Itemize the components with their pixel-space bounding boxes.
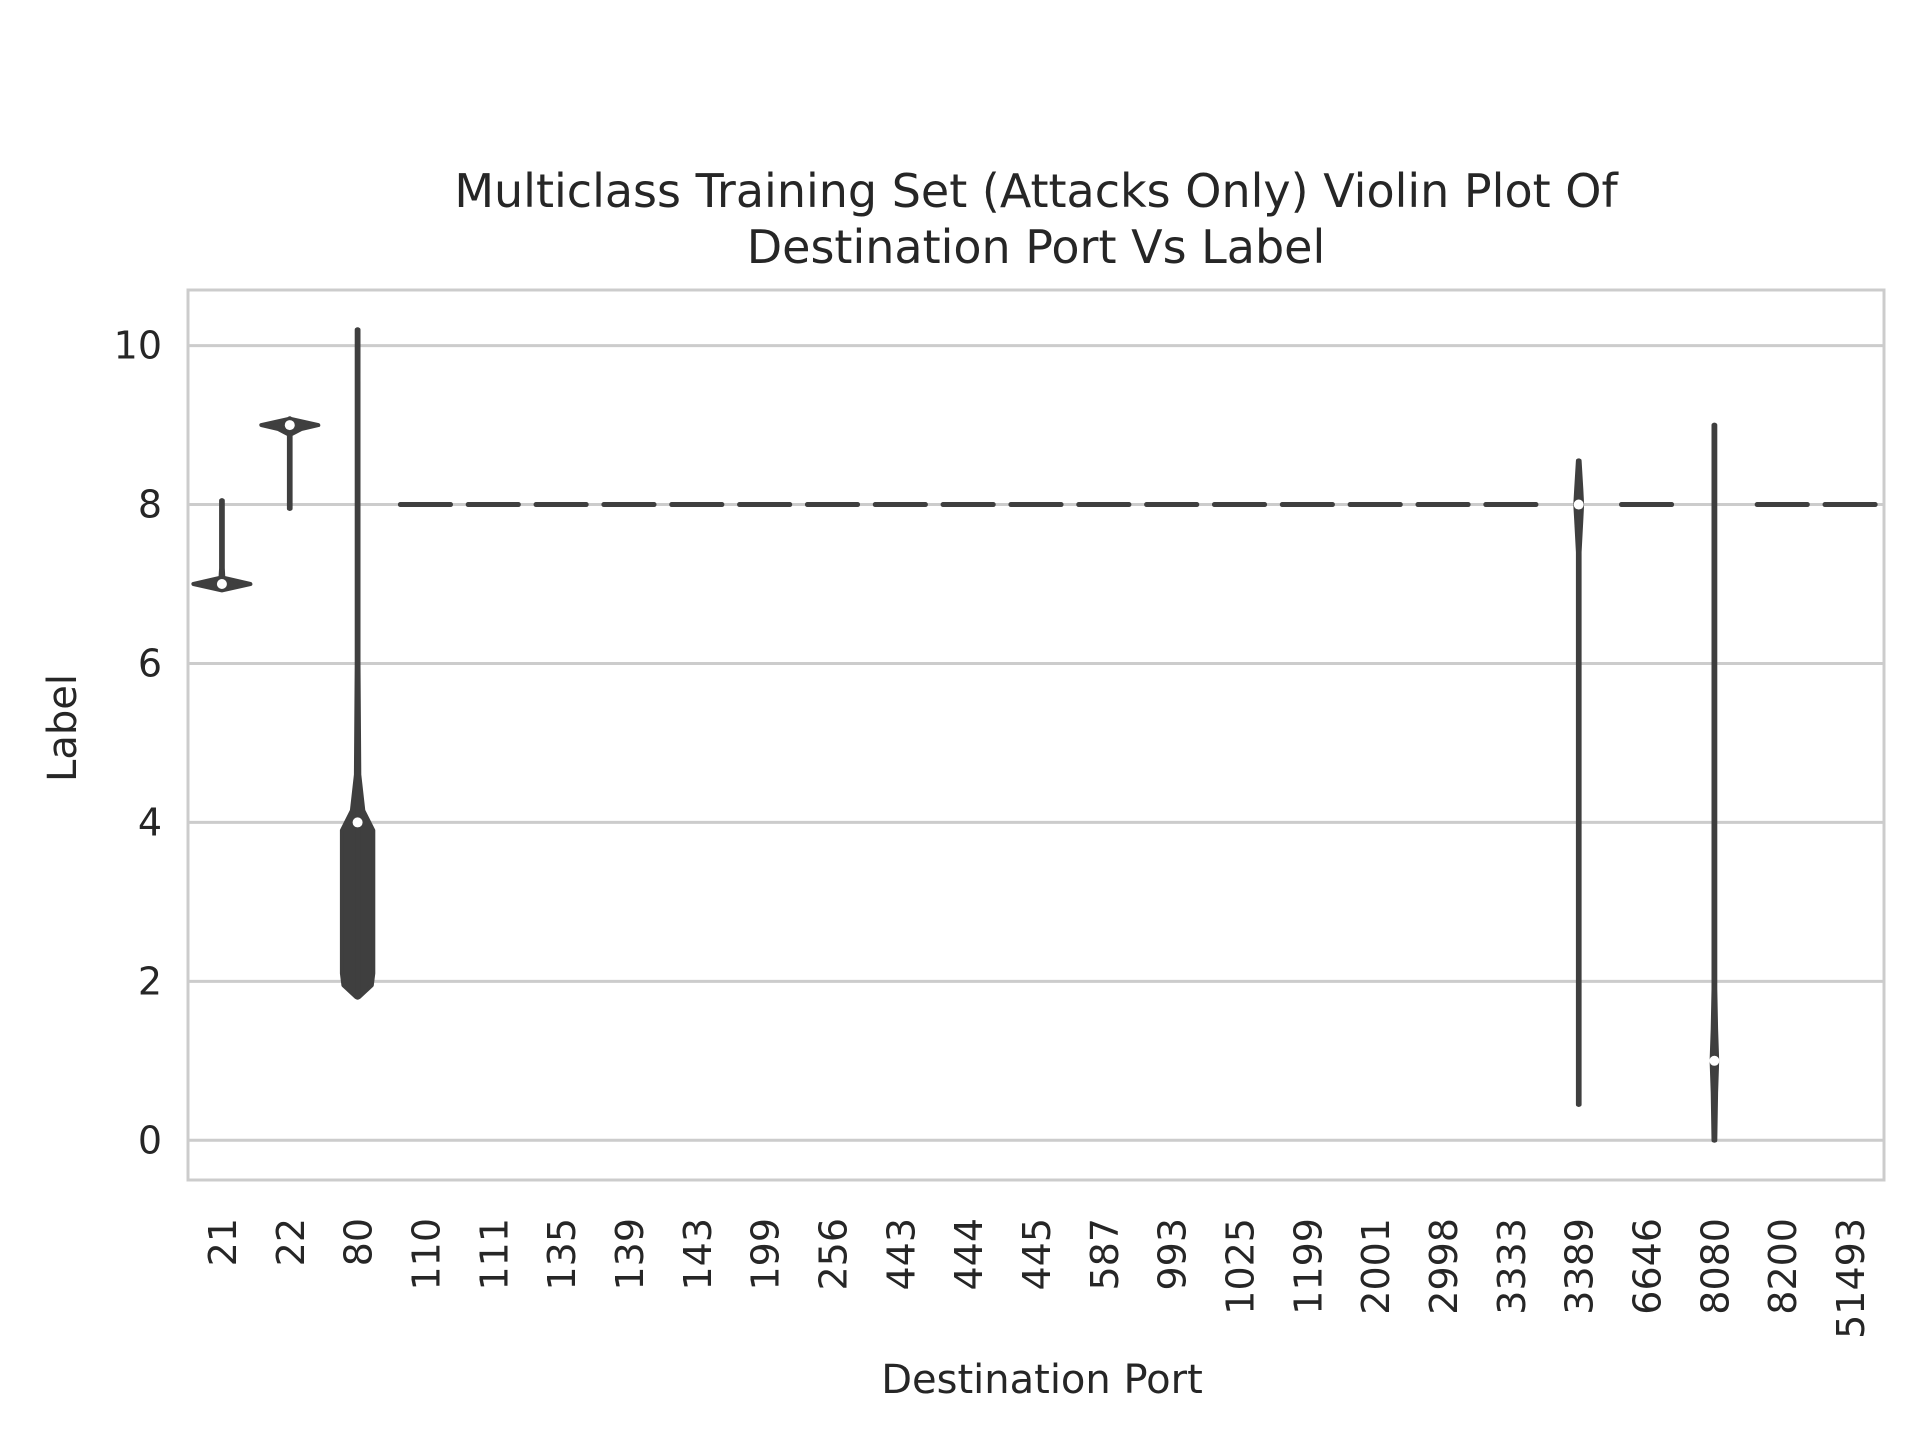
x-tick-label-6646: 6646 xyxy=(1626,1218,1670,1315)
y-axis-label: Label xyxy=(40,674,86,782)
x-tick-label-110: 110 xyxy=(404,1218,448,1291)
x-tick-labels: 21 22 80 110 111 135 139 143 199 256 443 444 445 587 9… xyxy=(201,1218,1873,1339)
violin-median-22 xyxy=(284,420,295,431)
x-tick-label-256: 256 xyxy=(811,1218,855,1291)
violin-median-21 xyxy=(216,579,227,590)
x-tick-label-80: 80 xyxy=(337,1218,381,1266)
plot-frame xyxy=(186,288,1886,1182)
x-tick-label-1025: 1025 xyxy=(1219,1218,1263,1315)
x-tick-label-8080: 8080 xyxy=(1693,1218,1737,1315)
x-tick-label-51493: 51493 xyxy=(1829,1218,1873,1339)
violin-22 xyxy=(259,416,321,512)
y-tick-label-2: 2 xyxy=(138,959,162,1003)
x-tick-label-2001: 2001 xyxy=(1354,1218,1398,1315)
x-tick-label-135: 135 xyxy=(540,1218,584,1291)
violin-3389 xyxy=(1573,458,1585,1108)
x-tick-label-22: 22 xyxy=(269,1218,313,1266)
y-tick-labels: 0 2 4 6 8 10 xyxy=(114,324,162,1163)
violin-8080 xyxy=(1709,422,1720,1143)
x-tick-label-3389: 3389 xyxy=(1558,1218,1602,1315)
x-tick-label-139: 139 xyxy=(608,1218,652,1291)
y-tick-label-10: 10 xyxy=(114,324,162,368)
y-tick-label-0: 0 xyxy=(138,1118,162,1162)
violin-median-3389 xyxy=(1573,499,1584,510)
x-tick-label-199: 199 xyxy=(744,1218,788,1291)
chart-title-line-1: Multiclass Training Set (Attacks Only) V… xyxy=(454,164,1619,218)
x-tick-label-21: 21 xyxy=(201,1218,245,1266)
chart-title-line-2: Destination Port Vs Label xyxy=(747,220,1326,274)
x-tick-label-1199: 1199 xyxy=(1286,1218,1330,1315)
x-tick-label-587: 587 xyxy=(1083,1218,1127,1291)
x-tick-label-2998: 2998 xyxy=(1422,1218,1466,1315)
x-tick-label-111: 111 xyxy=(472,1218,516,1291)
violin-median-80 xyxy=(352,817,363,828)
x-tick-label-443: 443 xyxy=(879,1218,923,1291)
x-tick-label-445: 445 xyxy=(1015,1218,1059,1291)
x-tick-label-993: 993 xyxy=(1151,1218,1195,1291)
y-tick-label-4: 4 xyxy=(138,800,162,844)
grid-lines xyxy=(188,344,1884,1142)
violin-median-8080 xyxy=(1709,1055,1720,1066)
violin-80 xyxy=(339,327,376,1000)
violins xyxy=(191,327,1878,1143)
violin-21 xyxy=(191,498,253,593)
y-tick-label-8: 8 xyxy=(138,483,162,527)
x-tick-label-3333: 3333 xyxy=(1490,1218,1534,1315)
y-tick-label-6: 6 xyxy=(138,641,162,685)
x-axis-label: Destination Port xyxy=(881,1357,1203,1403)
x-tick-label-444: 444 xyxy=(947,1218,991,1291)
x-tick-label-143: 143 xyxy=(676,1218,720,1291)
x-tick-label-8200: 8200 xyxy=(1761,1218,1805,1315)
